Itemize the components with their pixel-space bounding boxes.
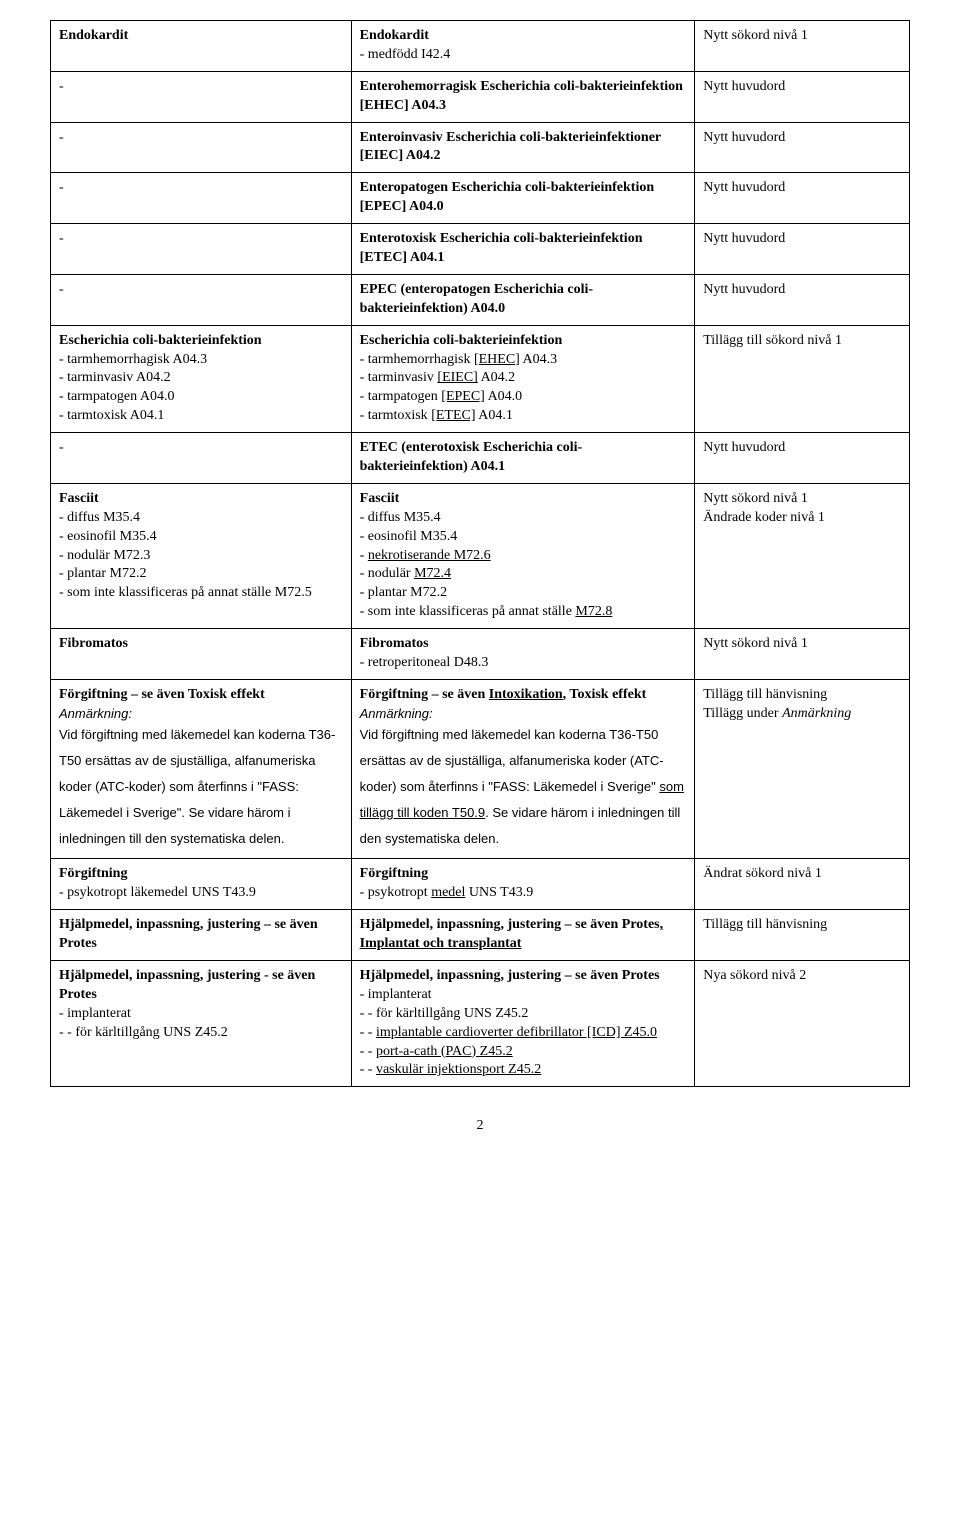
- table-cell: -: [51, 122, 352, 173]
- table-cell: Fasciit - diffus M35.4 - eosinofil M35.4…: [351, 483, 695, 628]
- table-cell: Enteropatogen Escherichia coli-bakteriei…: [351, 173, 695, 224]
- table-row: EndokarditEndokardit- medfödd I42.4Nytt …: [51, 21, 910, 72]
- table-cell: Tillägg till sökord nivå 1: [695, 325, 910, 432]
- table-cell: Tillägg till hänvisningTillägg under Anm…: [695, 679, 910, 858]
- table-cell: Nytt huvudord: [695, 71, 910, 122]
- table-cell: Enterotoxisk Escherichia coli-bakteriein…: [351, 224, 695, 275]
- table-cell: Nytt huvudord: [695, 224, 910, 275]
- table-cell: Escherichia coli-bakterieinfektion- tarm…: [351, 325, 695, 432]
- table-cell: -: [51, 433, 352, 484]
- table-row: -Enterohemorragisk Escherichia coli-bakt…: [51, 71, 910, 122]
- table-cell: Hjälpmedel, inpassning, justering – se ä…: [351, 910, 695, 961]
- table-row: -Enterotoxisk Escherichia coli-bakteriei…: [51, 224, 910, 275]
- table-cell: -: [51, 71, 352, 122]
- table-row: Hjälpmedel, inpassning, justering - se ä…: [51, 960, 910, 1086]
- table-cell: Nytt huvudord: [695, 274, 910, 325]
- table-row: Förgiftning- psykotropt läkemedel UNS T4…: [51, 859, 910, 910]
- table-row: -Enteropatogen Escherichia coli-bakterie…: [51, 173, 910, 224]
- table-cell: Fibromatos: [51, 629, 352, 680]
- table-cell: Hjälpmedel, inpassning, justering – se ä…: [351, 960, 695, 1086]
- table-cell: Escherichia coli-bakterieinfektion- tarm…: [51, 325, 352, 432]
- page-number: 2: [50, 1117, 910, 1136]
- table-row: Escherichia coli-bakterieinfektion- tarm…: [51, 325, 910, 432]
- table-row: Förgiftning – se även Toxisk effektAnmär…: [51, 679, 910, 858]
- table-cell: -: [51, 173, 352, 224]
- table-row: -Enteroinvasiv Escherichia coli-bakterie…: [51, 122, 910, 173]
- table-row: -ETEC (enterotoxisk Escherichia coli-bak…: [51, 433, 910, 484]
- table-cell: Fibromatos- retroperitoneal D48.3: [351, 629, 695, 680]
- table-cell: Endokardit: [51, 21, 352, 72]
- table-cell: Endokardit- medfödd I42.4: [351, 21, 695, 72]
- table-cell: Förgiftning – se även Intoxikation, Toxi…: [351, 679, 695, 858]
- table-cell: Nytt sökord nivå 1: [695, 629, 910, 680]
- table-cell: Enteroinvasiv Escherichia coli-bakteriei…: [351, 122, 695, 173]
- table-row: Hjälpmedel, inpassning, justering – se ä…: [51, 910, 910, 961]
- table-cell: -: [51, 224, 352, 275]
- table-cell: Enterohemorragisk Escherichia coli-bakte…: [351, 71, 695, 122]
- table-cell: Hjälpmedel, inpassning, justering – se ä…: [51, 910, 352, 961]
- table-cell: Nytt sökord nivå 1Ändrade koder nivå 1: [695, 483, 910, 628]
- table-cell: Ändrat sökord nivå 1: [695, 859, 910, 910]
- table-cell: Nytt huvudord: [695, 173, 910, 224]
- medical-codes-table: EndokarditEndokardit- medfödd I42.4Nytt …: [50, 20, 910, 1087]
- table-cell: Förgiftning – se även Toxisk effektAnmär…: [51, 679, 352, 858]
- table-cell: ETEC (enterotoxisk Escherichia coli-bakt…: [351, 433, 695, 484]
- table-cell: Nya sökord nivå 2: [695, 960, 910, 1086]
- table-cell: -: [51, 274, 352, 325]
- table-cell: Nytt huvudord: [695, 433, 910, 484]
- table-row: Fasciit - diffus M35.4 - eosinofil M35.4…: [51, 483, 910, 628]
- table-cell: Förgiftning- psykotropt medel UNS T43.9: [351, 859, 695, 910]
- table-cell: Förgiftning- psykotropt läkemedel UNS T4…: [51, 859, 352, 910]
- table-row: FibromatosFibromatos- retroperitoneal D4…: [51, 629, 910, 680]
- table-cell: Tillägg till hänvisning: [695, 910, 910, 961]
- table-cell: Nytt sökord nivå 1: [695, 21, 910, 72]
- table-cell: Hjälpmedel, inpassning, justering - se ä…: [51, 960, 352, 1086]
- table-row: -EPEC (enteropatogen Escherichia coli-ba…: [51, 274, 910, 325]
- table-cell: Fasciit - diffus M35.4 - eosinofil M35.4…: [51, 483, 352, 628]
- table-cell: Nytt huvudord: [695, 122, 910, 173]
- table-cell: EPEC (enteropatogen Escherichia coli-bak…: [351, 274, 695, 325]
